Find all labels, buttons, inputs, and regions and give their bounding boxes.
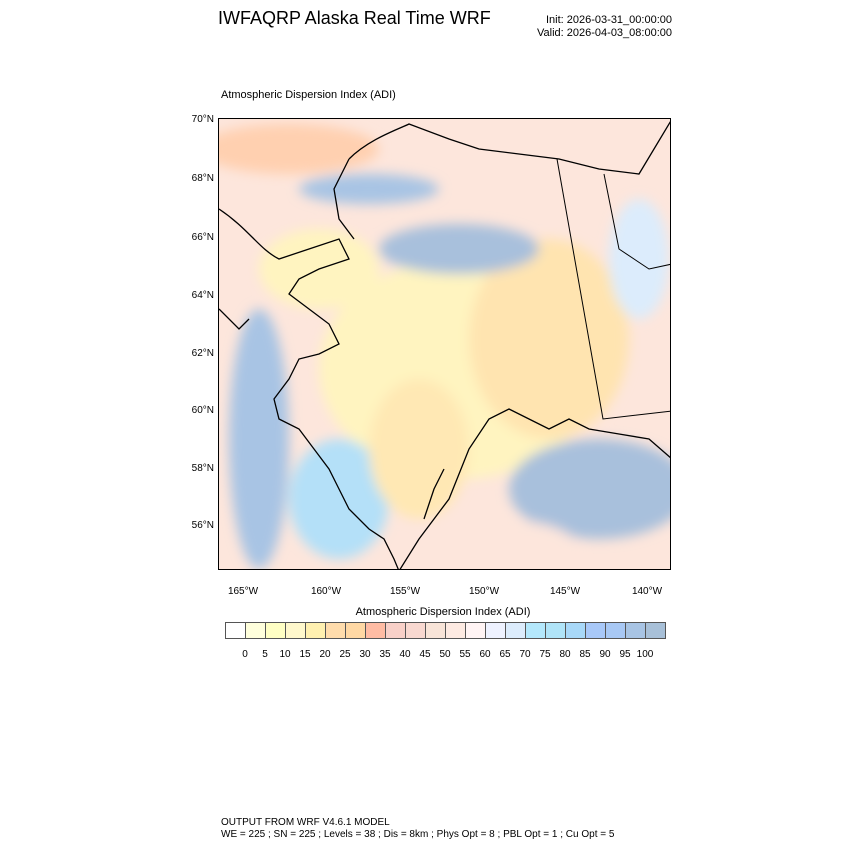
colorbar-box <box>306 623 326 638</box>
colorbar-box <box>466 623 486 638</box>
colorbar-box <box>566 623 586 638</box>
footer-settings: WE = 225 ; SN = 225 ; Levels = 38 ; Dis … <box>221 829 615 840</box>
colorbar-box <box>226 623 246 638</box>
colorbar-label: 60 <box>479 649 491 660</box>
colorbar-label: 95 <box>619 649 631 660</box>
colorbar-box <box>506 623 526 638</box>
lat-label: 68°N <box>191 173 214 184</box>
footer-model: OUTPUT FROM WRF V4.6.1 MODEL <box>221 817 390 828</box>
colorbar-box <box>346 623 366 638</box>
colorbar-box <box>366 623 386 638</box>
lat-label: 70°N <box>191 114 214 125</box>
colorbar-box <box>426 623 446 638</box>
colorbar-box <box>386 623 406 638</box>
coastlines <box>219 121 670 569</box>
lat-label: 66°N <box>191 232 214 243</box>
colorbar-label: 30 <box>359 649 371 660</box>
footer: OUTPUT FROM WRF V4.6.1 MODEL WE = 225 ; … <box>221 817 614 841</box>
colorbar-box <box>446 623 466 638</box>
lon-label: 145°W <box>549 586 581 597</box>
colorbar-box <box>326 623 346 638</box>
lon-label: 165°W <box>227 586 259 597</box>
colorbar-box <box>646 623 665 638</box>
lat-label: 60°N <box>191 405 214 416</box>
colorbar-label: 80 <box>559 649 571 660</box>
time-info: Init: 2026-03-31_00:00:00 Valid: 2026-04… <box>537 14 672 40</box>
map-canvas <box>219 119 670 569</box>
colorbar-label: 35 <box>379 649 391 660</box>
colorbar-box <box>406 623 426 638</box>
colorbar-label: 50 <box>439 649 451 660</box>
map-title: Atmospheric Dispersion Index (ADI) <box>221 89 396 101</box>
lat-label: 58°N <box>191 463 214 474</box>
colorbar-label: 75 <box>539 649 551 660</box>
colorbar-box <box>606 623 626 638</box>
colorbar-label: 100 <box>636 649 654 660</box>
colorbar-label: 40 <box>399 649 411 660</box>
colorbar-label: 0 <box>242 649 248 660</box>
colorbar-label: 15 <box>299 649 311 660</box>
colorbar-label: 85 <box>579 649 591 660</box>
lat-label: 64°N <box>191 290 214 301</box>
colorbar-label: 10 <box>279 649 291 660</box>
colorbar-box <box>246 623 266 638</box>
colorbar-label: 45 <box>419 649 431 660</box>
colorbar-label: 90 <box>599 649 611 660</box>
colorbar-box <box>586 623 606 638</box>
lon-label: 140°W <box>631 586 663 597</box>
adi-field <box>219 124 670 569</box>
valid-time: Valid: 2026-04-03_08:00:00 <box>537 27 672 39</box>
colorbar-box <box>266 623 286 638</box>
colorbar-label: 65 <box>499 649 511 660</box>
colorbar <box>225 622 666 639</box>
border-lines <box>556 158 670 420</box>
colorbar-box <box>286 623 306 638</box>
init-time: Init: 2026-03-31_00:00:00 <box>546 14 672 26</box>
colorbar-label: 25 <box>339 649 351 660</box>
page-title: IWFAQRP Alaska Real Time WRF <box>218 8 491 28</box>
colorbar-label: 5 <box>262 649 268 660</box>
lat-label: 62°N <box>191 348 214 359</box>
lon-label: 150°W <box>468 586 500 597</box>
colorbar-box <box>626 623 646 638</box>
colorbar-label: 55 <box>459 649 471 660</box>
colorbar-title: Atmospheric Dispersion Index (ADI) <box>355 606 531 618</box>
colorbar-label: 70 <box>519 649 531 660</box>
colorbar-box <box>486 623 506 638</box>
colorbar-label: 20 <box>319 649 331 660</box>
colorbar-box <box>526 623 546 638</box>
adi-map <box>218 118 671 570</box>
colorbar-box <box>546 623 566 638</box>
lon-label: 155°W <box>389 586 421 597</box>
lat-label: 56°N <box>191 520 214 531</box>
lon-label: 160°W <box>310 586 342 597</box>
